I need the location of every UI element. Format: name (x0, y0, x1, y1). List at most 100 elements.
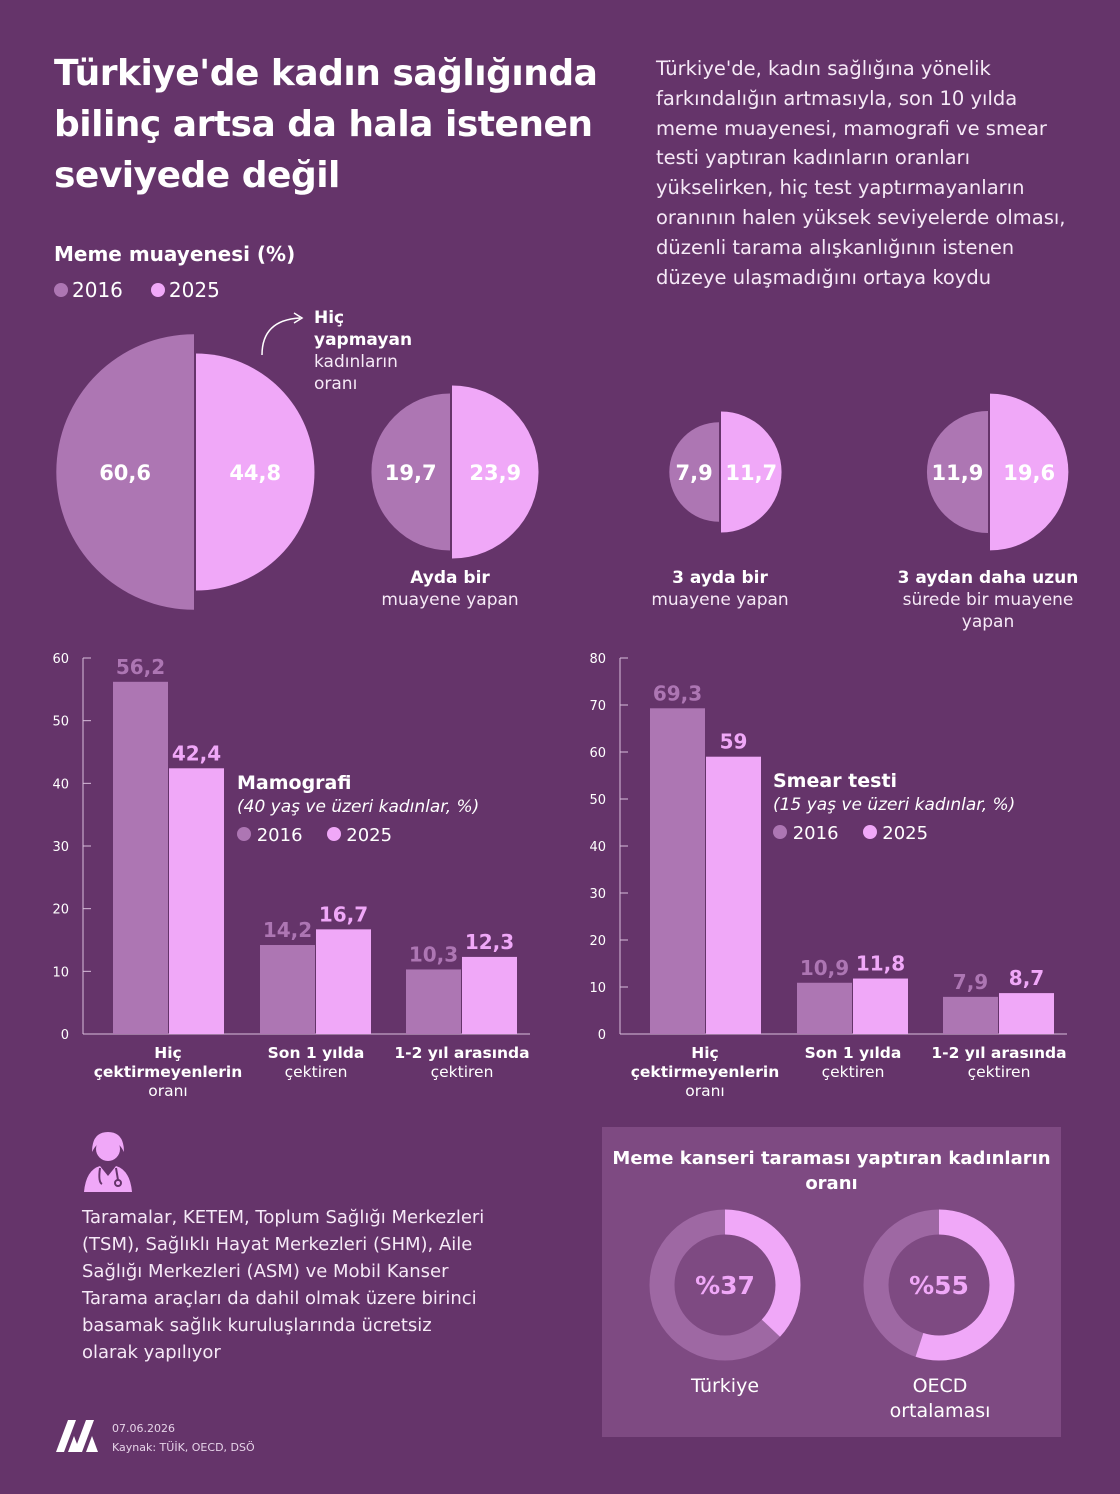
mammography-title: Mamografi (237, 772, 352, 794)
bar-2025 (853, 978, 908, 1034)
pie-half-2025 (196, 353, 315, 591)
mammography-legend: 2016 2025 (237, 825, 479, 846)
bar-2025 (706, 756, 761, 1034)
bar-2016 (406, 969, 461, 1034)
bar-2016 (650, 708, 705, 1034)
y-tick-label: 50 (52, 715, 69, 730)
bar-label-2016: 14,2 (263, 918, 312, 942)
screening-donuts: %37 %55 (649, 1209, 1015, 1361)
mammography-chart: 0 10 20 30 40 50 60 56,2 42,4 14,2 16,7 10,3 12,3 (52, 652, 530, 1043)
smear-legend: 2016 2025 (773, 823, 1015, 844)
smear-xlabel-1-2-years: 1-2 yıl arasında çektiren (931, 1044, 1067, 1081)
pie-half-2016 (56, 334, 194, 610)
bar-label-2025: 11,8 (856, 952, 905, 976)
smear-subtitle: (15 yaş ve üzeri kadınlar, %) (773, 795, 1016, 815)
pie-value-2025: 23,9 (469, 461, 521, 485)
legend-2025-swatch (862, 825, 877, 839)
mammo-xlabel-last-year: Son 1 yılda çektiren (267, 1044, 365, 1081)
y-tick-label: 0 (598, 1028, 606, 1043)
y-tick-label: 40 (52, 777, 69, 792)
bar-label-2016: 56,2 (116, 655, 165, 679)
doctor-icon (84, 1132, 132, 1192)
mammography-subtitle: (40 yaş ve üzeri kadınlar, %) (237, 797, 480, 817)
y-tick-label: 40 (589, 840, 606, 855)
pie-value-2025: 44,8 (229, 461, 281, 485)
pie-half-2016 (669, 422, 719, 522)
smear-title: Smear testi (773, 770, 898, 792)
pie-value-2016: 60,6 (99, 461, 151, 485)
pie-value-2025: 11,7 (725, 461, 777, 485)
bar-2025 (999, 993, 1054, 1034)
mammo-xlabel-never: Hiç çektirmeyenlerin oranı (93, 1044, 243, 1100)
footer-date: 07.06.2026 (112, 1422, 175, 1435)
screening-panel-title: Meme kanseri taraması yaptıran kadınları… (612, 1148, 1051, 1194)
pie-half-2025 (452, 385, 539, 559)
smear-xlabel-last-year: Son 1 yılda çektiren (804, 1044, 902, 1081)
legend-2016-swatch (773, 825, 787, 839)
y-tick-label: 30 (52, 840, 69, 855)
legend-2016-swatch (237, 827, 251, 841)
bar-2025 (316, 929, 371, 1034)
legend-2016-swatch (54, 283, 68, 297)
pie-value-2016: 11,9 (932, 461, 984, 485)
y-tick-label: 10 (589, 981, 606, 996)
pie-caption-monthly: Ayda bir muayene yapan (381, 568, 519, 610)
breast-exam-heading: Meme muayenesi (%) (54, 242, 296, 266)
y-tick-label: 70 (589, 699, 606, 714)
bar-label-2025: 16,7 (319, 902, 368, 926)
legend-2025: 2025 (150, 278, 220, 302)
y-tick-label: 50 (589, 793, 606, 808)
bar-label-2025: 12,3 (465, 930, 514, 954)
y-tick-label: 80 (589, 652, 606, 667)
bar-2025 (169, 768, 224, 1034)
smear-chart: 0 10 20 30 40 50 60 70 80 69,3 59 10,9 11,8 7,9 8,7 (589, 652, 1067, 1043)
bar-label-2025: 8,7 (1009, 966, 1044, 990)
smear-xlabel-never: Hiç çektirmeyenlerin oranı (630, 1044, 780, 1100)
bar-label-2016: 10,3 (409, 942, 458, 966)
pie-value-2016: 19,7 (385, 461, 437, 485)
donut-label-oecd: OECD ortalaması (889, 1375, 991, 1422)
pie-half-2025 (721, 411, 782, 533)
bar-2016 (797, 982, 852, 1034)
bar-2016 (113, 681, 168, 1034)
donut-fill (863, 1209, 1015, 1361)
breast-exam-legend: 2016 2025 (54, 278, 220, 302)
smear-legend-block: Smear testi (15 yaş ve üzeri kadınlar, %… (773, 770, 1015, 844)
pie-value-2016: 7,9 (676, 461, 713, 485)
legend-2016: 2016 (54, 278, 123, 302)
breast-exam-pie-chart: 60,6 44,8 19,7 23,9 7,9 11,7 11,9 19,6 (56, 312, 1069, 610)
bar-label-2016: 10,9 (800, 956, 849, 980)
bar-label-2025: 59 (720, 730, 748, 754)
donut-value: %55 (909, 1271, 969, 1300)
mammography-legend-block: Mamografi (40 yaş ve üzeri kadınlar, %) … (237, 772, 479, 846)
bar-label-2025: 42,4 (172, 741, 221, 765)
screening-panel (602, 1127, 1061, 1437)
annotation-arrow-head-icon (293, 312, 304, 324)
legend-2025-swatch (326, 827, 341, 841)
y-tick-label: 60 (589, 746, 606, 761)
screening-info-text: Taramalar, KETEM, Toplum Sağlığı Merkezl… (82, 1207, 485, 1363)
mammo-xlabel-1-2-years: 1-2 yıl arasında çektiren (394, 1044, 530, 1081)
page-title: Türkiye'de kadın sağlığında bilinç artsa… (54, 53, 598, 196)
pie-caption-quarterly: 3 ayda bir muayene yapan (651, 568, 789, 610)
pie-half-2016 (371, 393, 450, 551)
pie-half-2016 (926, 410, 988, 534)
donut-value: %37 (695, 1271, 755, 1300)
pie-half-2025 (990, 393, 1069, 551)
footer-source: Kaynak: TÜİK, OECD, DSÖ (112, 1441, 255, 1454)
pie-caption-longer: 3 aydan daha uzun sürede bir muayene yap… (897, 568, 1079, 632)
y-tick-label: 20 (52, 903, 69, 918)
pie-value-2025: 19,6 (1003, 461, 1055, 485)
intro-text: Türkiye'de, kadın sağlığına yönelik fark… (656, 57, 1066, 289)
bar-label-2016: 7,9 (953, 970, 988, 994)
y-tick-label: 30 (589, 887, 606, 902)
donut-label-turkey: Türkiye (690, 1375, 760, 1397)
bar-label-2016: 69,3 (653, 681, 702, 705)
bar-2016 (943, 996, 998, 1034)
bar-charts: 0 10 20 30 40 50 60 56,2 42,4 14,2 16,7 10,3 12,3 0 1… (52, 652, 1067, 1043)
legend-2025-swatch (150, 283, 165, 297)
y-tick-label: 60 (52, 652, 69, 667)
bar-2016 (260, 945, 315, 1034)
annotation-text: Hiç yapmayan kadınların oranı (314, 308, 413, 394)
y-tick-label: 10 (52, 965, 69, 980)
